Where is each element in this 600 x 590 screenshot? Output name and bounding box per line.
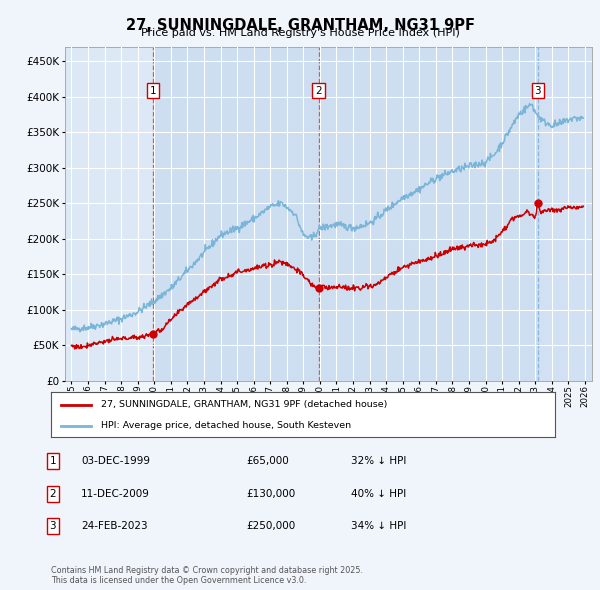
- Text: 3: 3: [535, 86, 541, 96]
- Text: 32% ↓ HPI: 32% ↓ HPI: [351, 457, 406, 466]
- Text: £130,000: £130,000: [246, 489, 295, 499]
- Text: Contains HM Land Registry data © Crown copyright and database right 2025.
This d: Contains HM Land Registry data © Crown c…: [51, 566, 363, 585]
- Bar: [319, 47, 538, 381]
- Text: £250,000: £250,000: [246, 522, 295, 531]
- Text: £65,000: £65,000: [246, 457, 289, 466]
- Text: 03-DEC-1999: 03-DEC-1999: [81, 457, 150, 466]
- Text: 34% ↓ HPI: 34% ↓ HPI: [351, 522, 406, 531]
- Text: 27, SUNNINGDALE, GRANTHAM, NG31 9PF: 27, SUNNINGDALE, GRANTHAM, NG31 9PF: [125, 18, 475, 32]
- Text: 24-FEB-2023: 24-FEB-2023: [81, 522, 148, 531]
- Text: 1: 1: [49, 457, 56, 466]
- Text: 27, SUNNINGDALE, GRANTHAM, NG31 9PF (detached house): 27, SUNNINGDALE, GRANTHAM, NG31 9PF (det…: [101, 400, 388, 409]
- Text: 40% ↓ HPI: 40% ↓ HPI: [351, 489, 406, 499]
- Bar: [538, 47, 592, 381]
- Text: 3: 3: [49, 522, 56, 531]
- Text: 2: 2: [315, 86, 322, 96]
- Bar: [153, 47, 319, 381]
- Text: Price paid vs. HM Land Registry's House Price Index (HPI): Price paid vs. HM Land Registry's House …: [140, 28, 460, 38]
- Text: HPI: Average price, detached house, South Kesteven: HPI: Average price, detached house, Sout…: [101, 421, 352, 430]
- Text: 1: 1: [149, 86, 156, 96]
- Text: 2: 2: [49, 489, 56, 499]
- Text: 11-DEC-2009: 11-DEC-2009: [81, 489, 150, 499]
